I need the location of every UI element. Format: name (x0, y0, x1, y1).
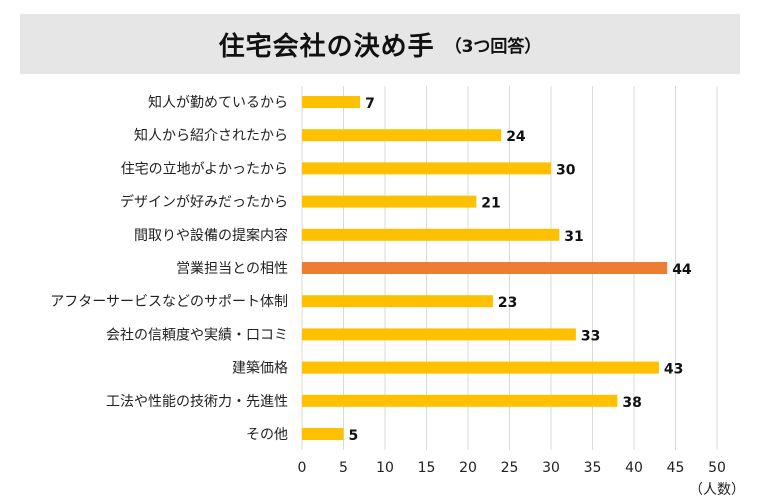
x-unit-label: （人数） (689, 482, 745, 498)
x-tick-label-50: 50 (708, 460, 726, 476)
category-label-5: 営業担当との相性 (176, 261, 288, 277)
category-label-8: 建築価格 (232, 361, 288, 377)
bar-9 (302, 394, 618, 407)
bar-5 (302, 262, 668, 274)
value-label-3: 21 (481, 196, 500, 212)
bar-6 (302, 295, 493, 308)
x-tick-label-25: 25 (501, 460, 519, 476)
value-label-10: 5 (349, 428, 359, 444)
category-label-0: 知人が勤めているから (148, 94, 288, 111)
bar-10 (302, 428, 344, 440)
bar-7 (302, 328, 576, 341)
chart-subtitle: （3つ回答） (444, 36, 542, 57)
bar-0 (302, 96, 361, 108)
category-label-2: 住宅の立地がよかったから (121, 161, 288, 177)
x-tick-label-20: 20 (459, 460, 477, 476)
category-label-1: 知人から紹介されたから (134, 127, 288, 144)
value-label-5: 44 (672, 262, 692, 278)
bar-4 (302, 228, 560, 241)
category-label-3: デザインが好みだったから (120, 194, 288, 211)
value-label-6: 23 (498, 295, 517, 311)
x-tick-label-35: 35 (584, 460, 602, 476)
bar-2 (302, 162, 551, 175)
value-label-9: 38 (622, 395, 641, 411)
bar-8 (302, 361, 659, 374)
value-label-8: 43 (664, 362, 683, 378)
category-label-10: その他 (246, 427, 288, 443)
value-label-2: 30 (556, 162, 576, 178)
category-label-6: アフターサービスなどのサポート体制 (50, 294, 288, 310)
x-tick-label-15: 15 (418, 460, 436, 476)
value-label-1: 24 (506, 129, 526, 145)
value-label-4: 31 (564, 229, 583, 245)
category-label-4: 間取りや設備の提案内容 (134, 227, 288, 244)
title-bar: 住宅会社の決め手 （3つ回答） (20, 14, 740, 74)
value-label-0: 7 (365, 96, 375, 112)
chart-title: 住宅会社の決め手 (218, 31, 435, 62)
category-label-7: 会社の信頼度や実績・口コミ (106, 327, 288, 343)
category-label-9: 工法や性能の技術力・先進性 (106, 394, 288, 410)
value-label-7: 33 (581, 328, 600, 344)
x-tick-label-0: 0 (298, 460, 307, 476)
x-tick-label-5: 5 (339, 460, 348, 476)
x-tick-label-40: 40 (625, 460, 643, 476)
x-tick-label-10: 10 (376, 460, 394, 476)
x-tick-label-45: 45 (667, 460, 685, 476)
x-tick-label-30: 30 (542, 460, 560, 476)
bar-1 (302, 129, 502, 142)
bar-3 (302, 195, 477, 208)
